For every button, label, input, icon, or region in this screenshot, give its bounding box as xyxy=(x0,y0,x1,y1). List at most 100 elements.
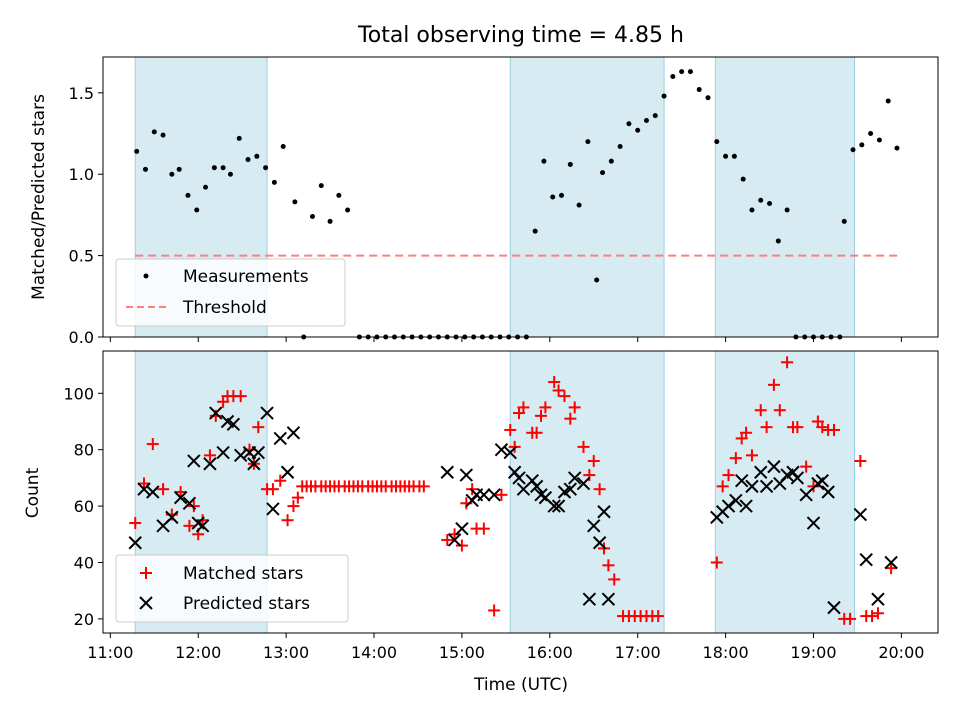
measurement-point xyxy=(176,166,182,172)
measurement-point xyxy=(868,131,874,137)
measurement-point xyxy=(236,135,242,141)
shaded-interval-2 xyxy=(509,350,665,634)
bottom-y-tick-label: 20 xyxy=(74,610,94,629)
predicted-star-point xyxy=(587,519,601,533)
x-tick-label: 20:00 xyxy=(878,643,924,662)
predicted-star-point xyxy=(759,479,774,494)
measurement-point xyxy=(245,157,251,163)
matched-star-point xyxy=(844,612,857,625)
predicted-star-point xyxy=(247,457,261,471)
measurement-point xyxy=(600,170,606,176)
matched-star-point xyxy=(448,528,461,541)
measurement-point xyxy=(169,171,175,177)
measurement-point xyxy=(723,153,729,159)
predicted-star-point xyxy=(827,600,841,615)
matched-star-point xyxy=(187,500,200,513)
bottom-panel: 20 40 60 80 100 11:00 12:00 13:00 14:00 15:00 16:… xyxy=(23,350,939,695)
matched-star-point xyxy=(539,401,552,414)
predicted-star-point xyxy=(260,406,274,420)
predicted-star-point xyxy=(266,502,280,516)
matched-star-point xyxy=(517,401,530,414)
predicted-star-point xyxy=(799,488,813,502)
matched-star-point xyxy=(441,533,454,546)
predicted-star-point xyxy=(195,519,210,533)
matched-star-point xyxy=(281,514,294,527)
predicted-star-point xyxy=(286,426,301,440)
predicted-star-point xyxy=(226,417,241,432)
predicted-star-point xyxy=(280,465,295,479)
top-y-tick-label: 1.5 xyxy=(69,84,94,103)
predicted-star-point xyxy=(601,592,616,606)
matched-star-point xyxy=(129,517,142,530)
top-y-tick-label: 0.5 xyxy=(69,247,94,266)
measurement-point xyxy=(894,145,900,151)
predicted-star-point xyxy=(821,485,835,499)
matched-star-point xyxy=(196,514,209,527)
measurement-point xyxy=(714,139,720,145)
shaded-interval-2 xyxy=(509,56,665,338)
measurement-point xyxy=(635,127,641,133)
matched-star-point xyxy=(252,421,265,434)
measurement-point xyxy=(541,158,547,164)
measurement-point xyxy=(327,218,333,224)
matched-star-point xyxy=(593,483,606,496)
predicted-star-point xyxy=(512,471,526,485)
bottom-y-tick-label: 60 xyxy=(74,497,94,516)
matched-star-point xyxy=(564,412,577,425)
measurement-point xyxy=(185,192,191,198)
matched-star-point xyxy=(854,454,867,467)
measurement-point xyxy=(567,161,573,167)
matched-star-point xyxy=(477,522,490,535)
measurement-point xyxy=(850,147,856,153)
matched-star-point xyxy=(710,556,723,569)
predicted-star-point xyxy=(597,505,611,519)
measurement-point xyxy=(740,176,746,182)
matched-star-point xyxy=(722,469,735,482)
matched-star-point xyxy=(791,421,804,434)
shaded-interval-3 xyxy=(714,56,855,338)
predicted-star-point xyxy=(582,592,597,606)
bottom-y-tick-label: 100 xyxy=(63,384,94,403)
measurement-point xyxy=(220,165,226,171)
measurement-point xyxy=(885,98,891,104)
measurement-point xyxy=(532,228,538,234)
matched-star-point xyxy=(740,426,753,439)
matched-star-point xyxy=(816,421,829,434)
measurement-point xyxy=(280,144,286,150)
measurement-point xyxy=(696,87,702,93)
predicted-star-point xyxy=(734,474,749,488)
predicted-star-point xyxy=(173,490,188,505)
x-tick-label: 19:00 xyxy=(790,643,836,662)
predicted-star-point xyxy=(767,459,781,474)
measurement-point xyxy=(608,158,614,164)
measurement-point xyxy=(784,207,790,213)
measurement-point xyxy=(731,153,737,159)
measurement-point xyxy=(705,95,711,101)
measurement-point xyxy=(203,184,209,190)
matched-star-point xyxy=(157,483,170,496)
matched-star-point xyxy=(495,488,508,501)
x-tick-label: 13:00 xyxy=(263,643,309,662)
x-tick-label: 11:00 xyxy=(87,643,133,662)
measurement-point xyxy=(767,201,773,207)
matched-star-point xyxy=(174,486,187,498)
matched-star-point xyxy=(885,562,898,575)
figure-title: Total observing time = 4.85 h xyxy=(357,23,684,48)
matched-star-point xyxy=(558,390,571,403)
predicted-star-point xyxy=(721,499,736,513)
predicted-star-point xyxy=(440,465,454,479)
measurement-point xyxy=(550,194,556,200)
measurement-point xyxy=(194,207,200,213)
x-axis-label: Time (UTC) xyxy=(473,675,568,695)
predicted-star-point xyxy=(592,536,607,550)
predicted-star-point xyxy=(494,442,509,457)
predicted-star-point xyxy=(233,448,248,463)
predicted-star-point xyxy=(790,471,805,485)
measurement-point xyxy=(841,218,847,224)
matched-star-point xyxy=(183,519,196,532)
matched-star-point xyxy=(234,390,247,403)
legend-predicted-label: Predicted stars xyxy=(183,594,310,614)
bottom-axes-frame xyxy=(102,350,939,634)
legend-threshold-label: Threshold xyxy=(182,298,267,318)
measurement-point xyxy=(309,214,315,220)
